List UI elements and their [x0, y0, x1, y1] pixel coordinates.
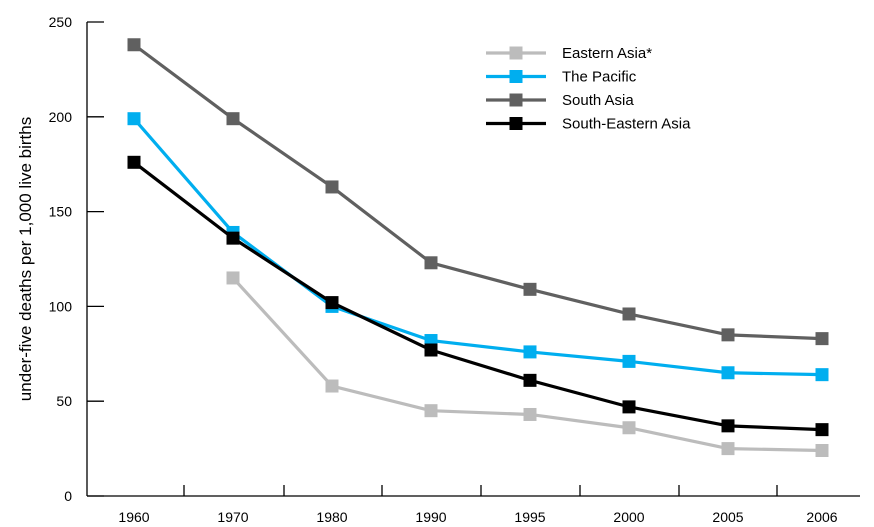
series-line: [133, 43, 823, 341]
legend-label: The Pacific: [562, 69, 637, 86]
x-ticks: 1960 1970 1980 1990 1995 2000 2005 2006: [118, 485, 838, 525]
data-point: [622, 307, 636, 321]
legend-item: South-Eastern Asia: [486, 116, 691, 133]
y-tick-label: 200: [49, 109, 73, 125]
y-tick-label: 50: [56, 393, 72, 409]
y-tick-label: 0: [64, 488, 72, 504]
y-tick-label: 250: [49, 14, 73, 30]
data-point: [226, 112, 240, 126]
data-point: [815, 368, 829, 382]
x-tick-label: 1995: [514, 509, 545, 525]
data-point: [226, 231, 240, 245]
data-point: [721, 442, 735, 456]
data-point: [815, 443, 829, 457]
data-point: [815, 423, 829, 437]
data-point: [622, 400, 636, 414]
data-point: [523, 407, 537, 421]
data-point: [622, 421, 636, 435]
x-tick-label: 1990: [415, 509, 446, 525]
x-tick-label: 1980: [316, 509, 347, 525]
data-point: [127, 112, 141, 126]
legend-label: South Asia: [562, 92, 634, 109]
series-line: [133, 161, 823, 432]
series-3: [127, 38, 829, 346]
data-point: [523, 373, 537, 387]
legend-label: South-Eastern Asia: [562, 116, 691, 133]
data-point: [523, 282, 537, 296]
data-point: [523, 345, 537, 359]
data-point: [127, 38, 141, 52]
data-point: [721, 328, 735, 342]
x-tick-label: 1960: [118, 509, 149, 525]
data-point: [325, 296, 339, 310]
data-point: [815, 332, 829, 346]
series-layer: [127, 38, 829, 457]
data-point: [721, 419, 735, 433]
series-4: [127, 155, 829, 437]
series-line: [132, 117, 823, 377]
data-point: [424, 404, 438, 418]
x-tick-label: 1970: [217, 509, 248, 525]
y-axis-title: under-five deaths per 1,000 live births: [16, 117, 35, 401]
series-1: [226, 271, 829, 457]
legend-item: South Asia: [486, 92, 634, 109]
data-point: [622, 354, 636, 368]
data-point: [226, 271, 240, 285]
legend: Eastern Asia* The Pacific South Asia South-…: [486, 45, 691, 133]
data-point: [424, 343, 438, 357]
legend-swatch-marker: [509, 46, 523, 60]
x-tick-label: 2000: [613, 509, 644, 525]
legend-swatch-marker: [509, 93, 523, 107]
data-point: [424, 256, 438, 270]
data-point: [721, 366, 735, 380]
legend-item: The Pacific: [486, 69, 637, 86]
x-tick-label: 2005: [712, 509, 743, 525]
legend-swatch-marker: [509, 70, 523, 83]
data-point: [325, 180, 339, 194]
y-ticks: 0 50 100 150 200 250: [49, 14, 104, 504]
legend-label: Eastern Asia*: [562, 45, 652, 62]
legend-item: Eastern Asia*: [486, 45, 652, 62]
y-tick-label: 150: [49, 204, 73, 220]
y-tick-label: 100: [49, 298, 73, 314]
axes: [86, 22, 860, 497]
series-2: [127, 112, 829, 382]
legend-swatch-marker: [509, 117, 523, 130]
data-point: [325, 379, 339, 393]
data-point: [127, 155, 141, 169]
x-tick-label: 2006: [806, 509, 837, 525]
